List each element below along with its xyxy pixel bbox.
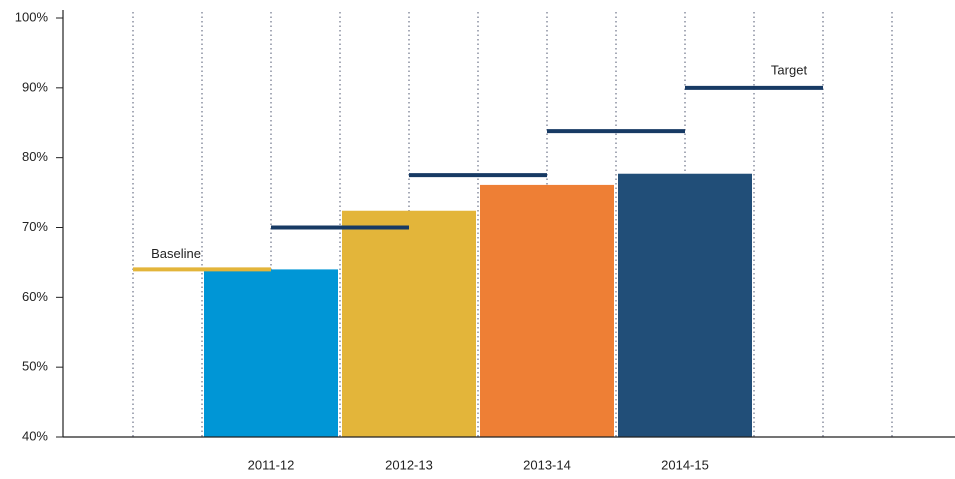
x-tick-label: 2014-15 (661, 457, 709, 472)
x-tick-label: 2013-14 (523, 457, 571, 472)
target-label: Target (771, 62, 808, 77)
y-tick-label: 100% (15, 9, 49, 24)
y-tick-label: 70% (22, 219, 48, 234)
bar (342, 210, 476, 437)
y-tick-label: 60% (22, 289, 48, 304)
bar (204, 269, 338, 437)
y-tick-label: 90% (22, 79, 48, 94)
x-tick-label: 2011-12 (248, 457, 295, 472)
y-tick-label: 40% (22, 428, 48, 443)
y-tick-label: 80% (22, 149, 48, 164)
bar (480, 184, 614, 437)
y-tick-label: 50% (22, 359, 48, 374)
baseline-label: Baseline (151, 246, 201, 261)
x-tick-label: 2012-13 (385, 457, 433, 472)
bar (618, 173, 752, 437)
